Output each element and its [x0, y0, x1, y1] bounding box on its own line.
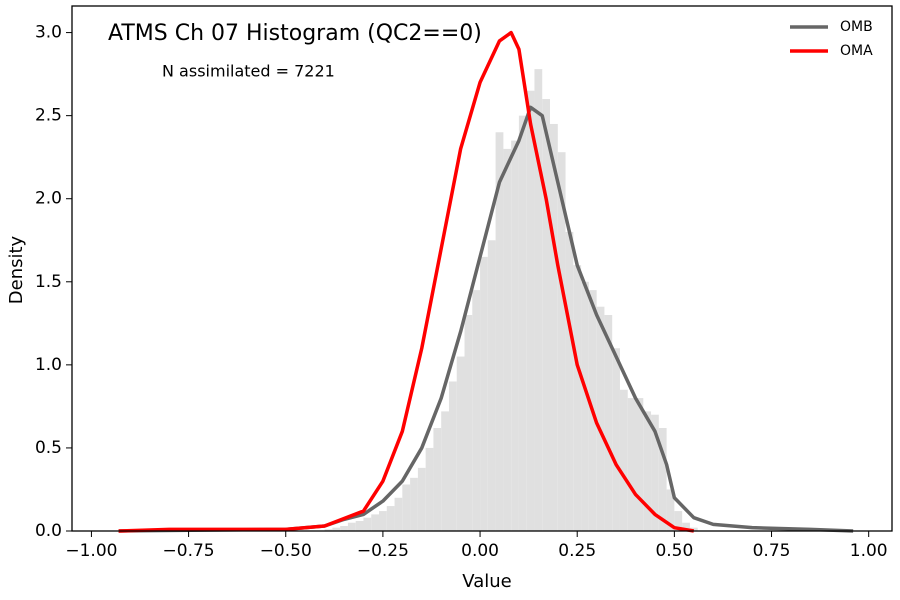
- x-tick-label: 0.75: [753, 541, 791, 561]
- histogram-bar: [542, 99, 551, 532]
- histogram-bar: [635, 398, 644, 531]
- y-tick-label: 1.0: [35, 355, 62, 375]
- x-tick-label: −0.25: [357, 541, 409, 561]
- histogram-bar: [557, 152, 566, 532]
- histogram-bar: [495, 132, 504, 532]
- histogram-bar: [565, 231, 574, 531]
- histogram-bar: [394, 497, 403, 531]
- histogram-bar: [596, 306, 605, 531]
- x-tick-label: 0.50: [655, 541, 693, 561]
- histogram-bar: [355, 521, 364, 531]
- histogram-bar: [402, 484, 411, 531]
- histogram-bar: [619, 389, 628, 531]
- density-line: [118, 105, 854, 533]
- histogram-bar: [425, 447, 434, 531]
- x-tick-label: 0.25: [558, 541, 596, 561]
- chart-title: ATMS Ch 07 Histogram (QC2==0): [108, 21, 482, 46]
- y-tick-label: 0.5: [35, 438, 62, 458]
- histogram-bar: [379, 511, 387, 531]
- histogram-bar: [347, 522, 356, 531]
- histogram-bar: [410, 477, 418, 531]
- histogram-bar: [503, 148, 512, 531]
- legend-label: OMB: [840, 19, 873, 35]
- histogram-bar: [464, 315, 473, 531]
- histogram-bar: [674, 511, 683, 531]
- y-tick-label: 3.0: [35, 23, 62, 43]
- histogram-bar: [417, 467, 426, 531]
- y-tick-label: 2.5: [35, 106, 62, 126]
- histogram-bar: [604, 315, 613, 531]
- x-tick-label: 1.00: [850, 541, 888, 561]
- histogram-bar: [448, 381, 457, 531]
- plot-frame: [71, 5, 893, 532]
- histogram-bar: [573, 265, 582, 531]
- histogram-bar: [386, 506, 395, 531]
- histogram-bar: [441, 411, 449, 531]
- histogram-bar: [666, 489, 675, 531]
- histogram-bar: [518, 115, 527, 531]
- x-tick-label: −0.50: [260, 541, 312, 561]
- density-line: [118, 30, 695, 533]
- histogram-bar: [340, 526, 348, 531]
- y-tick-label: 1.5: [35, 272, 62, 292]
- histogram-bar: [627, 398, 636, 531]
- histogram-bar: [651, 414, 659, 531]
- y-tick-label: 0.0: [35, 521, 62, 541]
- histogram-bar: [480, 256, 488, 531]
- histogram-bar: [456, 356, 465, 531]
- histogram-bar: [487, 240, 496, 531]
- histogram-bar: [612, 348, 620, 531]
- x-tick-label: −1.00: [65, 541, 117, 561]
- histogram-bar: [643, 411, 652, 531]
- histogram-bar: [511, 140, 519, 531]
- histogram-bar: [534, 69, 543, 532]
- x-tick-label: 0.00: [461, 541, 499, 561]
- histogram-bar: [526, 90, 535, 531]
- y-tick-label: 2.0: [35, 189, 62, 209]
- histogram-bar: [363, 517, 372, 531]
- histogram-bar: [324, 529, 333, 531]
- histogram-bar: [682, 522, 690, 531]
- histogram-bar: [550, 123, 558, 531]
- legend-label: OMA: [840, 43, 873, 59]
- x-tick-label: −0.75: [163, 541, 215, 561]
- histogram-bar: [472, 290, 481, 531]
- histogram-bar: [658, 427, 667, 531]
- annotation: N assimilated = 7221: [162, 62, 335, 81]
- histogram-bar: [433, 427, 442, 531]
- x-axis-label: Value: [462, 571, 511, 592]
- histogram-bar: [371, 514, 380, 531]
- histogram-bar: [581, 281, 589, 531]
- y-axis-label: Density: [6, 235, 27, 304]
- histogram-bar: [332, 527, 341, 531]
